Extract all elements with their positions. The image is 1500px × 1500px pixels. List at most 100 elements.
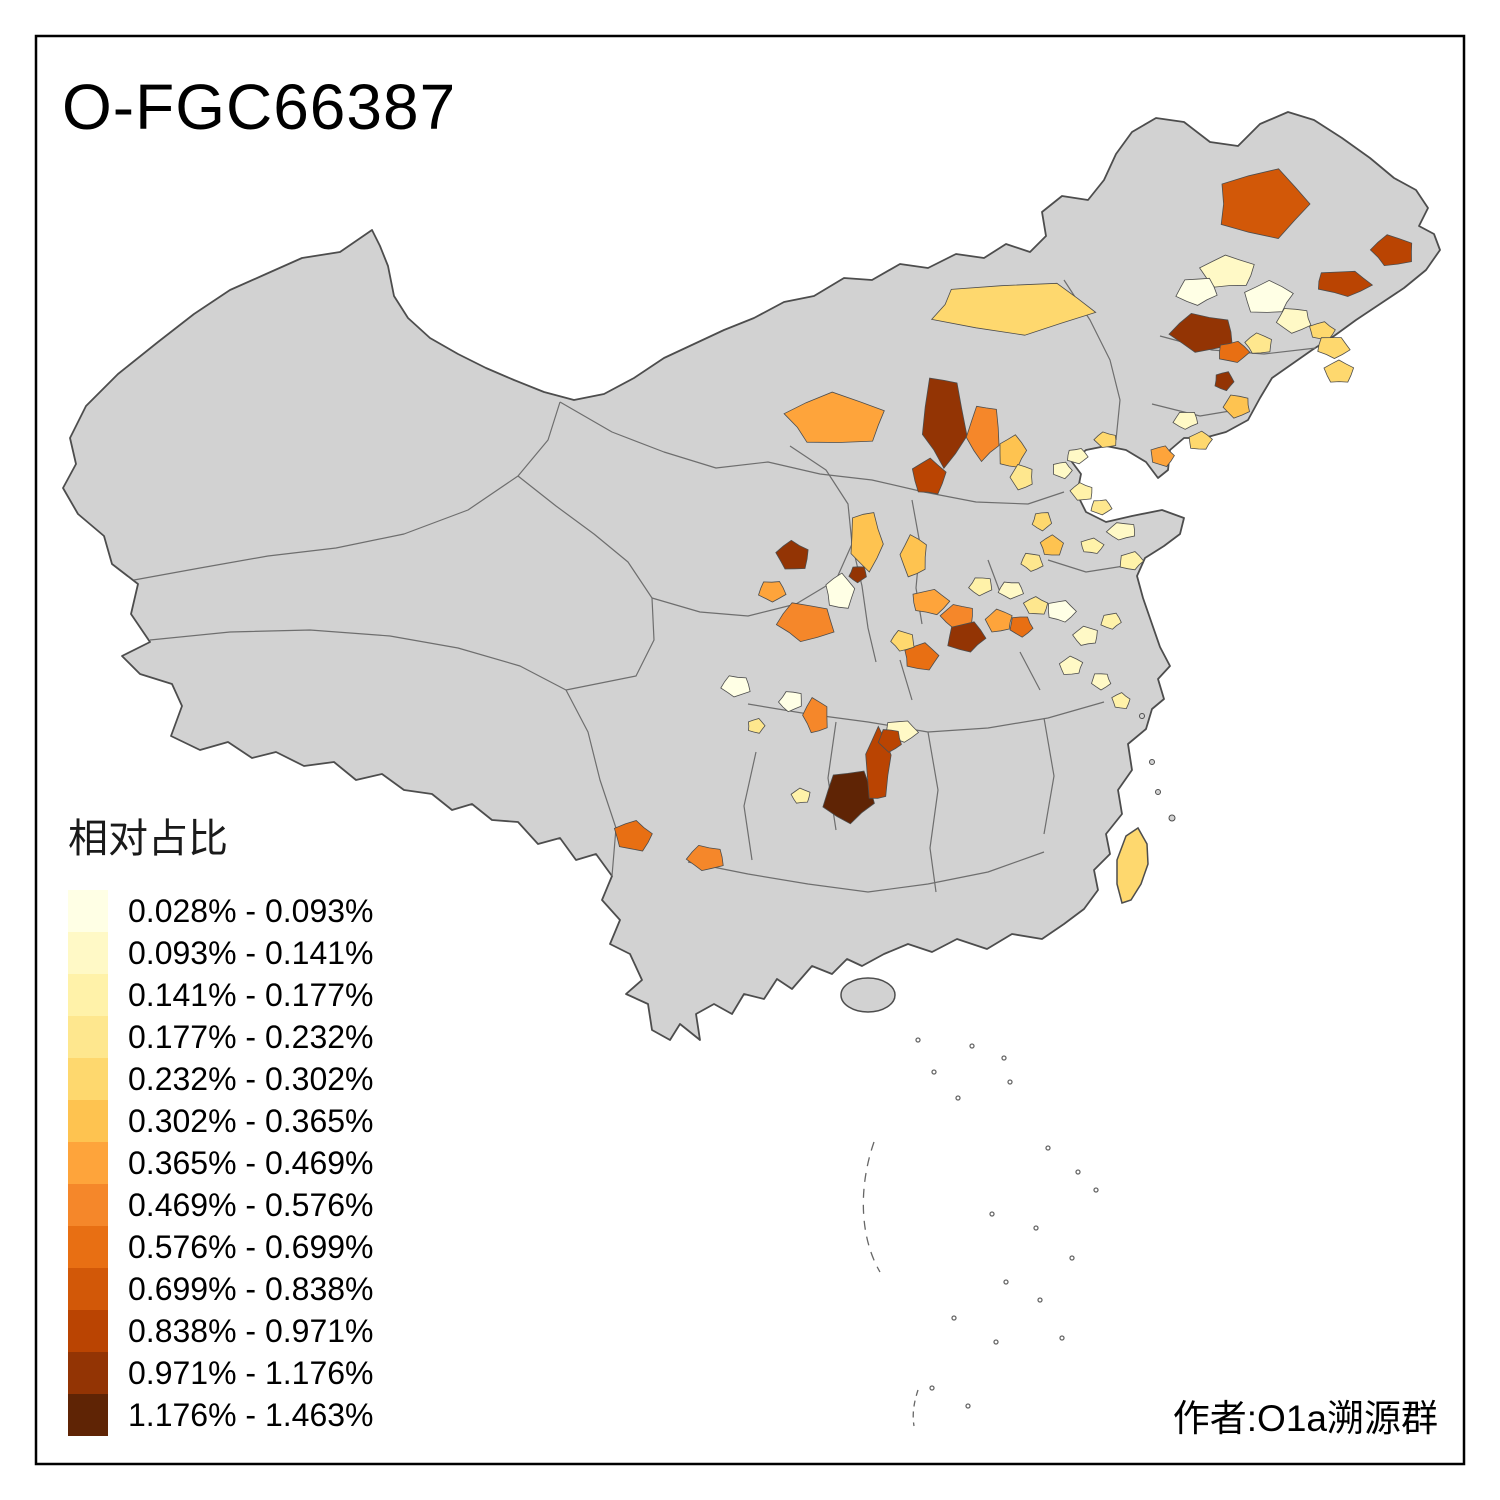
map-region-patch [1220,168,1311,239]
legend-swatch [68,1226,108,1268]
map-region-patch [790,787,811,804]
legend-label: 0.365% - 0.469% [128,1145,374,1181]
plot-frame [34,34,1466,1466]
map-region-patch [720,675,751,698]
map-region-patch [825,572,856,609]
map-region-patch [1317,270,1374,297]
map-region-patch [1369,234,1413,267]
map-region-patch [999,434,1028,468]
map-region-patch [613,820,653,852]
map-region-patch [758,581,787,603]
map-region-patch [1009,464,1033,491]
map-region-patch [1309,321,1336,341]
hainan-island [840,977,896,1013]
legend-swatch [68,1100,108,1142]
legend-swatch [68,1058,108,1100]
legend-item: 0.699% - 0.838% [68,1268,374,1310]
map-region-patch [1244,279,1294,313]
map-region-patch [1009,616,1034,638]
legend-label: 0.699% - 0.838% [128,1271,374,1307]
coastal-islands [1139,713,1176,822]
legend-swatch [68,1310,108,1352]
page-title: O-FGC66387 [62,71,457,143]
legend-swatch [68,1142,108,1184]
legend: 相对占比 0.028% - 0.093% 0.093% - 0.141% 0.141… [68,806,374,1436]
legend-item: 0.232% - 0.302% [68,1058,374,1100]
china-mainland-outline [62,111,1441,1041]
map-region-patch [1188,430,1213,450]
legend-label: 0.576% - 0.699% [128,1229,374,1265]
legend-item: 0.302% - 0.365% [68,1100,374,1142]
legend-item: 0.365% - 0.469% [68,1142,374,1184]
legend-item: 0.141% - 0.177% [68,974,374,1016]
map-region-patch [1214,371,1235,392]
map-region-patch [877,729,902,753]
map-region-patch [1052,461,1073,480]
map-region-patch [685,844,724,872]
map-region-patch [1219,340,1251,363]
legend-item: 1.176% - 1.463% [68,1394,374,1436]
map-region-patch [1323,359,1355,383]
map-region-patch [747,718,766,734]
map-region-patch [848,566,867,584]
map-region-patch [1175,277,1218,306]
map-region-patch [822,770,875,825]
map-region-patch [1067,448,1089,465]
legend-item: 0.093% - 0.141% [68,932,374,974]
map-region-patch [1150,445,1175,467]
legend-item: 0.469% - 0.576% [68,1184,374,1226]
legend-label: 0.232% - 0.302% [128,1061,374,1097]
legend-label: 0.302% - 0.365% [128,1103,374,1139]
map-region-patch [1069,482,1093,501]
legend-label: 0.469% - 0.576% [128,1187,374,1223]
map-region-patch [1039,534,1064,556]
map-region-patch [1058,655,1084,675]
map-region-patch [783,391,885,443]
map-region-patch [1090,499,1113,516]
map-region-patch [1199,254,1255,288]
map-region-patch [1168,312,1233,353]
map-region-patch [1119,551,1145,571]
legend-swatch [68,1394,108,1436]
map-region-patch [802,697,828,734]
map-region-patch [930,282,1097,336]
map-region-patch [912,588,951,616]
legend-item: 0.838% - 0.971% [68,1310,374,1352]
map-region-patch [904,642,940,671]
legend-label: 0.177% - 0.232% [128,1019,374,1055]
legend-title: 相对占比 [68,817,228,861]
map-region-patch [1031,512,1053,532]
legend-label: 0.838% - 0.971% [128,1313,374,1349]
map-region-patch [775,539,809,570]
map-region-patch [1100,612,1122,630]
legend-swatch [68,1268,108,1310]
map-region-patch [965,405,1000,463]
legend-swatch [68,1016,108,1058]
map-region-patch [1222,394,1250,419]
legend-label: 1.176% - 1.463% [128,1397,374,1433]
legend-label: 0.971% - 1.176% [128,1355,374,1391]
legend-label: 0.093% - 0.141% [128,935,374,971]
legend-swatch [68,1184,108,1226]
map-region-patch [921,377,968,470]
map-region-patch [1093,431,1117,448]
map-region-patch [1275,308,1312,334]
map-region-patch [1020,552,1044,572]
legend-label: 0.028% - 0.093% [128,893,374,929]
legend-item: 0.028% - 0.093% [68,890,374,932]
map-region-patch [1172,411,1199,430]
map-region-patch [947,621,987,653]
map-region-patch [968,577,993,597]
map-region-patch [890,630,915,652]
colored-regions [613,168,1413,872]
map-region-patch [899,534,927,578]
legend-swatch [68,1352,108,1394]
map-region-patch [1047,600,1077,623]
map-region-patch [1080,537,1105,554]
map-region-patch [1091,673,1112,691]
map-region-patch [777,691,802,713]
taiwan-island [1116,826,1149,904]
legend-swatch [68,974,108,1016]
legend-item: 0.971% - 1.176% [68,1352,374,1394]
map-region-patch [1317,337,1351,359]
